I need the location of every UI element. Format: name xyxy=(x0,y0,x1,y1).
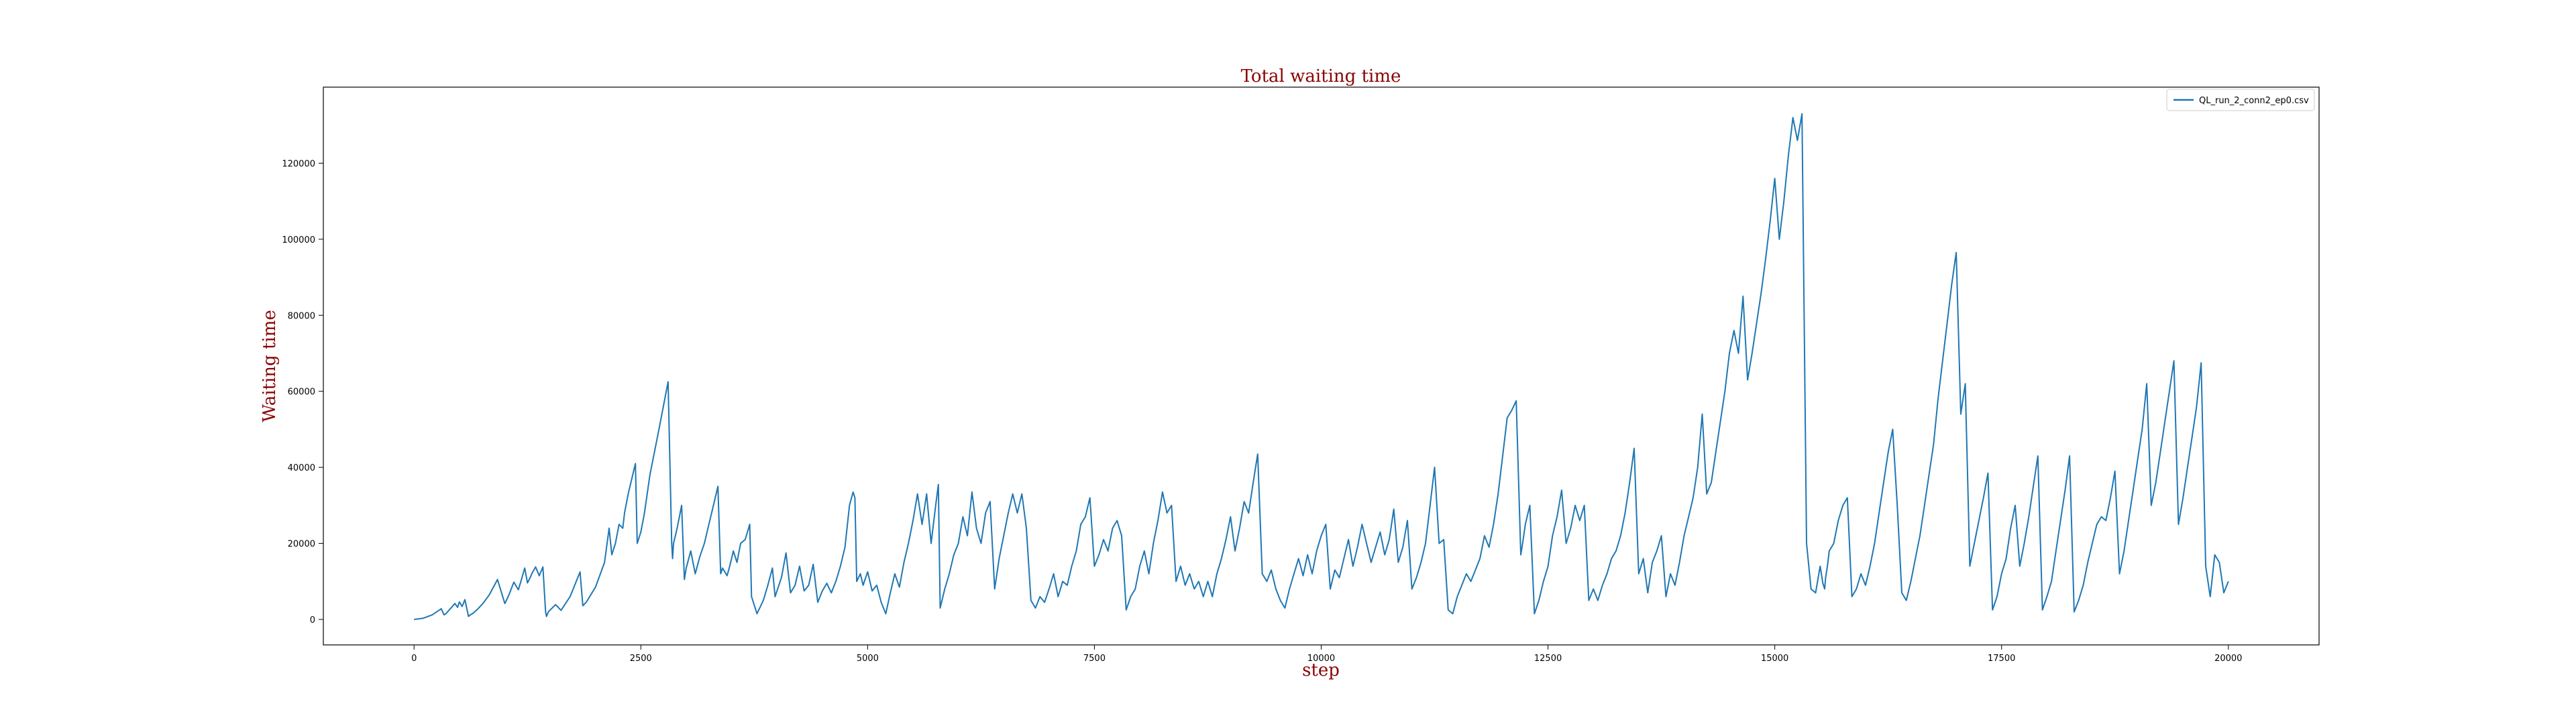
y-tick-label: 20000 xyxy=(288,540,315,550)
legend: QL_run_2_conn2_ep0.csv xyxy=(2166,88,2315,111)
x-tick-label: 17500 xyxy=(1988,654,2015,664)
plot-frame xyxy=(323,86,2320,646)
x-axis-ticks: 0 2500 5000 7500 10000 12500 15000 17500 20000 xyxy=(411,645,2242,664)
y-tick-label: 80000 xyxy=(288,311,315,321)
x-tick-label: 12500 xyxy=(1534,654,1562,664)
y-tick-label: 120000 xyxy=(282,159,315,169)
x-tick-label: 5000 xyxy=(857,654,879,664)
y-axis-ticks: 0 20000 40000 60000 80000 100000 120000 xyxy=(282,159,323,625)
y-tick-label: 40000 xyxy=(288,463,315,473)
x-tick-label: 10000 xyxy=(1307,654,1335,664)
series-line-0 xyxy=(414,113,2229,620)
y-tick-label: 60000 xyxy=(288,387,315,398)
chart-title: Total waiting time xyxy=(1241,66,1401,86)
x-axis-label: step xyxy=(1302,660,1340,680)
legend-box xyxy=(2166,88,2315,111)
x-tick-label: 20000 xyxy=(2214,654,2242,664)
y-tick-label: 0 xyxy=(310,615,315,625)
x-tick-label: 2500 xyxy=(630,654,652,664)
y-axis-label: Waiting time xyxy=(260,310,280,422)
series-layer xyxy=(414,113,2229,620)
x-tick-label: 0 xyxy=(411,654,417,664)
x-tick-label: 15000 xyxy=(1761,654,1788,664)
x-tick-label: 7500 xyxy=(1083,654,1106,664)
y-tick-label: 100000 xyxy=(282,235,315,245)
legend-label: QL_run_2_conn2_ep0.csv xyxy=(2199,96,2309,106)
